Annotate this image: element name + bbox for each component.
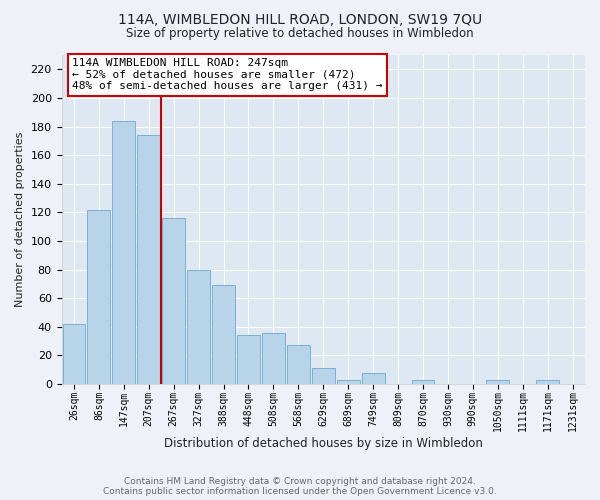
Bar bbox=[137, 135, 160, 384]
Bar bbox=[112, 121, 136, 384]
Bar bbox=[486, 380, 509, 384]
Bar bbox=[187, 270, 210, 384]
X-axis label: Distribution of detached houses by size in Wimbledon: Distribution of detached houses by size … bbox=[164, 437, 483, 450]
Bar bbox=[262, 332, 285, 384]
Bar bbox=[536, 380, 559, 384]
Bar bbox=[88, 210, 110, 384]
Bar bbox=[362, 372, 385, 384]
Bar bbox=[212, 286, 235, 384]
Bar bbox=[287, 346, 310, 384]
Y-axis label: Number of detached properties: Number of detached properties bbox=[15, 132, 25, 307]
Bar bbox=[62, 324, 85, 384]
Bar bbox=[312, 368, 335, 384]
Text: Contains HM Land Registry data © Crown copyright and database right 2024.
Contai: Contains HM Land Registry data © Crown c… bbox=[103, 476, 497, 496]
Text: Size of property relative to detached houses in Wimbledon: Size of property relative to detached ho… bbox=[126, 28, 474, 40]
Bar bbox=[237, 336, 260, 384]
Bar bbox=[162, 218, 185, 384]
Bar bbox=[337, 380, 359, 384]
Bar bbox=[412, 380, 434, 384]
Text: 114A WIMBLEDON HILL ROAD: 247sqm
← 52% of detached houses are smaller (472)
48% : 114A WIMBLEDON HILL ROAD: 247sqm ← 52% o… bbox=[72, 58, 382, 92]
Text: 114A, WIMBLEDON HILL ROAD, LONDON, SW19 7QU: 114A, WIMBLEDON HILL ROAD, LONDON, SW19 … bbox=[118, 12, 482, 26]
